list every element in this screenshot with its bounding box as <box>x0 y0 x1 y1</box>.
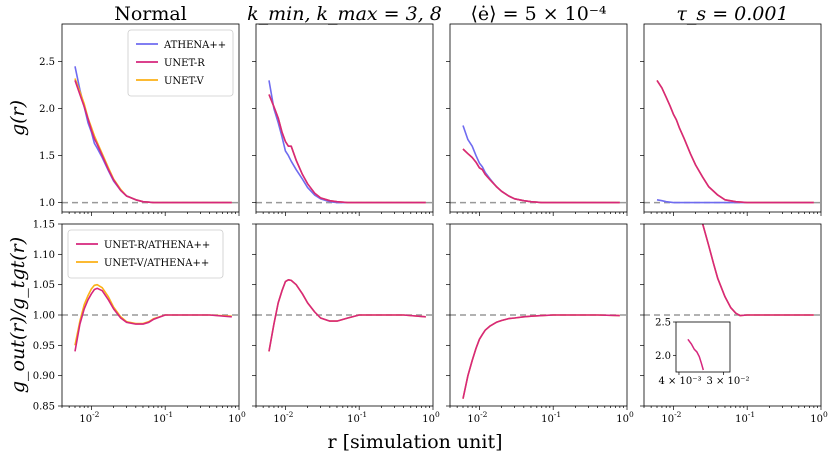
panel-bottom-1: 0.85 0.90 0.95 1.00 1.05 1.10 1.15 UNET-R/ATHEN… <box>33 220 240 413</box>
series-line-unet-v-athena- <box>462 314 620 399</box>
series-line-unet-r <box>656 79 814 204</box>
inset-y-tick-label: 2.5 <box>655 318 671 329</box>
inset-y-tick-label: 2.0 <box>655 351 671 362</box>
inset-frame <box>675 321 731 373</box>
legend: ATHENA++ UNET-R UNET-V <box>127 29 234 97</box>
x-tick-label: 100 <box>228 410 246 425</box>
inset-x-tick-label: 4 × 10⁻³ <box>658 376 701 387</box>
series-line-athena- <box>462 125 620 204</box>
series-line-unet-r-athena- <box>268 278 426 352</box>
y-axis-label-top: g(r) <box>7 100 29 136</box>
panel-bottom-4: 2.0 2.5 4 × 10⁻³ 3 × 10⁻² <box>640 223 822 410</box>
panel-bottom-2 <box>252 223 434 410</box>
inset-series-line <box>687 338 705 371</box>
x-tick-label: 10-1 <box>541 410 561 425</box>
y-tick-label: 0.85 <box>33 402 55 413</box>
panel-title: ⟨ė⟩ = 5 × 10⁻⁴ <box>471 3 607 25</box>
y-tick-label: 1.00 <box>33 311 55 322</box>
y-tick-label: 1.15 <box>33 220 55 231</box>
series-line-unet-v <box>656 79 814 204</box>
y-tick-label: 1.10 <box>33 250 55 261</box>
x-tick-label: 10-1 <box>347 410 367 425</box>
x-tick-label: 100 <box>810 410 828 425</box>
axes-frame <box>449 23 628 213</box>
series-line-unet-r-athena- <box>462 314 620 399</box>
panel-top-1: 1.0 1.5 2.0 2.5 Normal ATHENA++ UNET-R UNET-V <box>39 3 240 216</box>
x-tick-label: 100 <box>616 410 634 425</box>
panel-top-4: τ_s = 0.001 <box>640 3 822 216</box>
series-line-unet-r-athena- <box>74 287 232 352</box>
y-tick-label: 1.5 <box>39 151 55 162</box>
legend-entry: ATHENA++ <box>163 40 226 51</box>
legend-entry: UNET-V <box>164 76 205 87</box>
x-tick-label: 10-1 <box>153 410 173 425</box>
panel-title: k_min, k_max = 3, 8 <box>247 3 442 25</box>
inset-x-tick-label: 3 × 10⁻² <box>706 376 749 387</box>
series-line-unet-r <box>268 94 426 204</box>
x-tick-label: 10-2 <box>661 410 681 425</box>
legend-entry: UNET-V/ATHENA++ <box>104 258 209 269</box>
panel-bottom-3 <box>446 223 628 410</box>
inset-axes: 2.0 2.5 4 × 10⁻³ 3 × 10⁻² <box>655 318 749 388</box>
series-line-unet-r <box>462 148 620 204</box>
axes-frame <box>61 23 240 213</box>
legend-entry: UNET-R <box>164 58 205 69</box>
x-tick-label: 10-2 <box>273 410 293 425</box>
y-tick-label: 0.95 <box>33 341 55 352</box>
panel-title: τ_s = 0.001 <box>676 3 788 25</box>
series-line-unet-v <box>74 78 232 204</box>
x-tick-label: 10-1 <box>735 410 755 425</box>
x-tick-label: 10-2 <box>79 410 99 425</box>
series-line-athena- <box>268 80 426 204</box>
axes-frame <box>255 23 434 213</box>
legend-box <box>67 229 224 279</box>
legend-entry: UNET-R/ATHENA++ <box>104 240 210 251</box>
panel-top-3: ⟨ė⟩ = 5 × 10⁻⁴ <box>446 3 628 216</box>
y-tick-label: 0.90 <box>33 371 55 382</box>
inset-background <box>676 322 730 372</box>
panel-title: Normal <box>114 3 187 25</box>
x-tick-label: 10-2 <box>467 410 487 425</box>
panel-top-2: k_min, k_max = 3, 8 <box>247 3 442 216</box>
axes-frame <box>643 23 822 213</box>
y-tick-label: 1.0 <box>39 198 55 209</box>
y-tick-label: 1.05 <box>33 280 55 291</box>
y-tick-label: 2.0 <box>39 104 55 115</box>
series-line-unet-r <box>74 80 232 204</box>
series-line-unet-v-athena- <box>701 224 814 317</box>
x-tick-label: 100 <box>422 410 440 425</box>
y-axis-label-bottom: g_out(r)/g_tgt(r) <box>7 237 29 393</box>
legend: UNET-R/ATHENA++ UNET-V/ATHENA++ <box>67 229 224 279</box>
y-tick-label: 2.5 <box>39 57 55 68</box>
series-line-unet-r-athena- <box>701 224 814 317</box>
x-axis-label: r [simulation unit] <box>327 431 502 453</box>
